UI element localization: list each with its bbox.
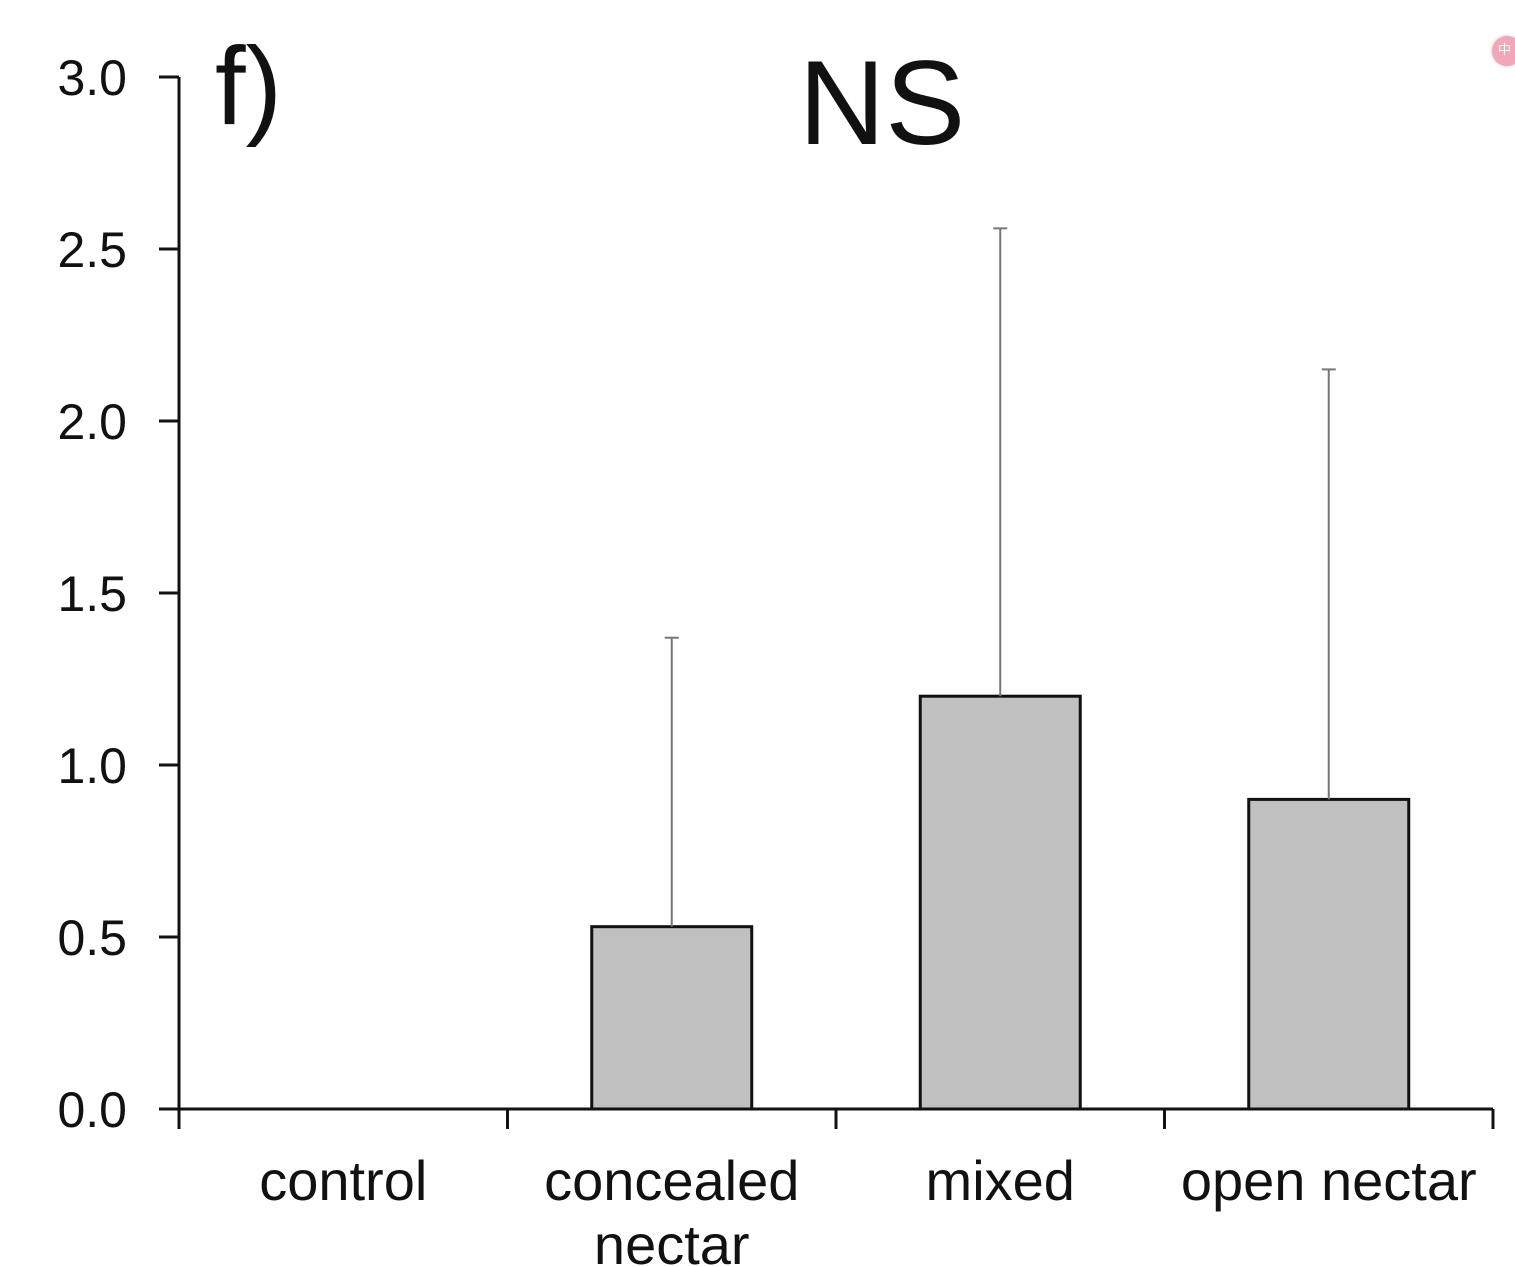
significance-label: NS [799, 36, 966, 170]
y-tick-label: 1.5 [57, 566, 127, 622]
y-tick-label: 2.5 [57, 222, 127, 278]
category-label: concealed [544, 1149, 799, 1212]
y-tick-label: 1.0 [57, 738, 127, 794]
category-label: control [259, 1149, 427, 1212]
translate-icon[interactable]: 中 [1492, 36, 1515, 66]
category-label: open nectar [1181, 1149, 1477, 1212]
bars-layer [590, 694, 1411, 1111]
bar [1247, 797, 1411, 1111]
panel-label: f) [215, 25, 282, 148]
category-label: mixed [926, 1149, 1075, 1212]
y-tick-label: 0.5 [57, 910, 127, 966]
bar [918, 694, 1082, 1111]
y-tick-label: 0.0 [57, 1082, 127, 1138]
y-ticks: 0.0 0.5 1.0 1.5 2.0 2.5 3.0 [57, 50, 179, 1138]
x-ticks [177, 1109, 1495, 1129]
category-label-line2: nectar [594, 1213, 750, 1267]
bar [590, 925, 754, 1111]
y-tick-label: 3.0 [57, 50, 127, 106]
error-bars-layer [664, 227, 1336, 927]
y-tick-label: 2.0 [57, 394, 127, 450]
